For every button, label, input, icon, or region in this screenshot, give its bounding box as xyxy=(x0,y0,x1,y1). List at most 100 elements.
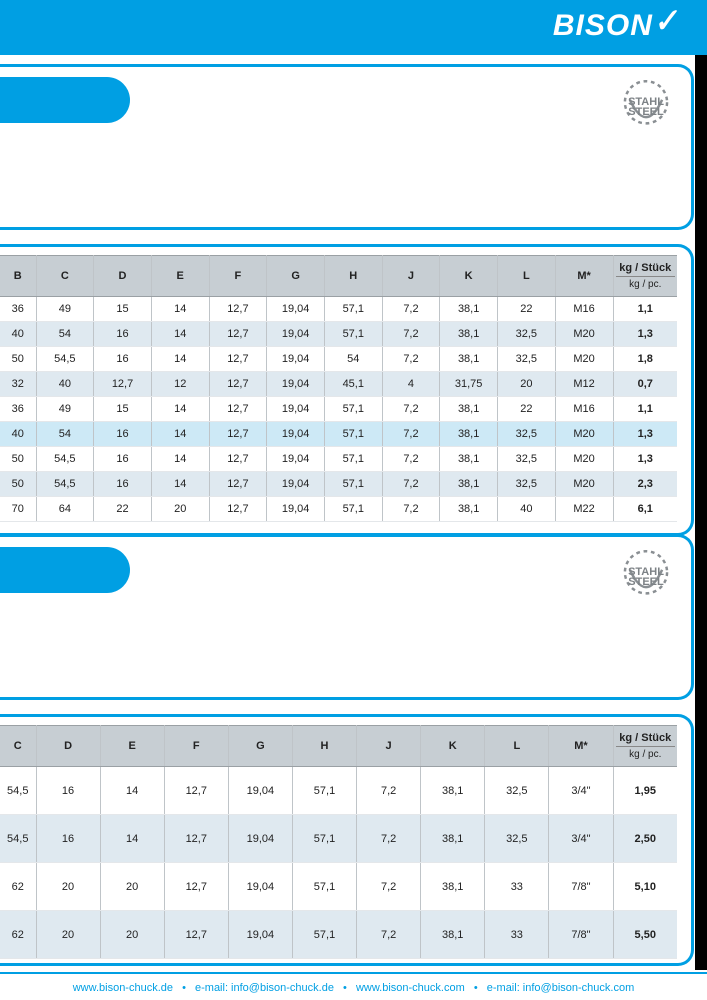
cell: 3/4" xyxy=(549,767,613,815)
cell: M20 xyxy=(555,447,613,472)
cell: 16 xyxy=(94,422,152,447)
cell: 64 xyxy=(36,497,94,522)
cell: 38,1 xyxy=(440,347,498,372)
table-row: 5054,5161412,719,04547,238,132,5M201,8 xyxy=(0,347,677,372)
cell: 7,2 xyxy=(382,322,440,347)
table-header-row: C D E F G H J K L M* kg / Stück kg / pc. xyxy=(0,726,677,767)
cell: 16 xyxy=(36,815,100,863)
cell: 54,5 xyxy=(36,347,94,372)
cell: 20 xyxy=(100,863,164,911)
badge-text-2: STAHL STEEL xyxy=(615,567,677,587)
cell: 33 xyxy=(485,911,549,959)
cell: 57,1 xyxy=(292,767,356,815)
col-H: H xyxy=(292,726,356,767)
table-body-1: 3649151412,719,0457,17,238,122M161,14054… xyxy=(0,297,677,522)
cell: 19,04 xyxy=(228,911,292,959)
cell: 40 xyxy=(498,497,556,522)
cell: 57,1 xyxy=(324,472,382,497)
cell: 14 xyxy=(100,815,164,863)
cell: 19,04 xyxy=(267,497,325,522)
footer-link[interactable]: www.bison-chuck.de xyxy=(73,982,173,994)
cell-kg: 1,8 xyxy=(613,347,677,372)
cell: 12,7 xyxy=(209,297,267,322)
cell: 54,5 xyxy=(36,447,94,472)
cell: 38,1 xyxy=(440,397,498,422)
cell: 19,04 xyxy=(267,347,325,372)
cell: M20 xyxy=(555,347,613,372)
brand-logo: BISON✓ xyxy=(553,8,679,43)
col-L: L xyxy=(498,256,556,297)
section-panel-2: STAHL STEEL xyxy=(0,534,694,700)
cell: 45,1 xyxy=(324,372,382,397)
cell: 19,04 xyxy=(228,767,292,815)
cell: 7,2 xyxy=(382,472,440,497)
cell: 12,7 xyxy=(164,863,228,911)
cell: 16 xyxy=(94,472,152,497)
footer-link[interactable]: e-mail: info@bison-chuck.de xyxy=(195,982,334,994)
cell: 14 xyxy=(100,767,164,815)
section-tab-1 xyxy=(0,77,130,123)
cell: 57,1 xyxy=(324,397,382,422)
cell: 38,1 xyxy=(440,447,498,472)
cell: 57,1 xyxy=(324,322,382,347)
cell: 12,7 xyxy=(209,447,267,472)
cell: 7,2 xyxy=(382,497,440,522)
table-body-2: 54,5161412,719,0457,17,238,132,53/4"1,95… xyxy=(0,767,677,959)
cell: 19,04 xyxy=(267,472,325,497)
footer-link[interactable]: e-mail: info@bison-chuck.com xyxy=(487,982,635,994)
cell: 62 xyxy=(0,911,36,959)
cell: 7,2 xyxy=(382,297,440,322)
badge-line2: STEEL xyxy=(615,577,677,587)
col-K: K xyxy=(421,726,485,767)
table-row: 4054161412,719,0457,17,238,132,5M201,3 xyxy=(0,422,677,447)
col-F: F xyxy=(164,726,228,767)
cell: 40 xyxy=(0,422,36,447)
cell: 19,04 xyxy=(228,863,292,911)
cell: 32 xyxy=(0,372,36,397)
cell: 57,1 xyxy=(324,297,382,322)
cell: 50 xyxy=(0,447,36,472)
table-row: 3649151412,719,0457,17,238,122M161,1 xyxy=(0,297,677,322)
cell: 20 xyxy=(36,911,100,959)
cell: 49 xyxy=(36,397,94,422)
cell: 14 xyxy=(151,397,209,422)
cell-kg: 5,50 xyxy=(613,911,677,959)
cell: 15 xyxy=(94,397,152,422)
col-M: M* xyxy=(555,256,613,297)
cell: 19,04 xyxy=(267,447,325,472)
col-G: G xyxy=(228,726,292,767)
cell: 38,1 xyxy=(440,297,498,322)
cell: 15 xyxy=(94,297,152,322)
cell: 70 xyxy=(0,497,36,522)
col-J: J xyxy=(357,726,421,767)
cell: 14 xyxy=(151,422,209,447)
cell: 7/8" xyxy=(549,863,613,911)
cell: 19,04 xyxy=(228,815,292,863)
cell: M12 xyxy=(555,372,613,397)
cell: 57,1 xyxy=(324,422,382,447)
col-kg: kg / Stück kg / pc. xyxy=(613,256,677,297)
col-F: F xyxy=(209,256,267,297)
cell: 7,2 xyxy=(382,422,440,447)
col-K: K xyxy=(440,256,498,297)
cell: 31,75 xyxy=(440,372,498,397)
steel-badge-2: STAHL STEEL xyxy=(615,545,677,607)
footer-link[interactable]: www.bison-chuck.com xyxy=(356,982,465,994)
cell-kg: 6,1 xyxy=(613,497,677,522)
cell: 32,5 xyxy=(498,447,556,472)
cell: 40 xyxy=(36,372,94,397)
cell: 54,5 xyxy=(36,472,94,497)
cell: 7,2 xyxy=(382,347,440,372)
footer: www.bison-chuck.de • e-mail: info@bison-… xyxy=(0,982,707,994)
cell: 12,7 xyxy=(209,397,267,422)
col-M: M* xyxy=(549,726,613,767)
cell: 50 xyxy=(0,347,36,372)
table-header-row: B C D E F G H J K L M* kg / Stück kg / p… xyxy=(0,256,677,297)
dot-icon: • xyxy=(343,982,347,994)
cell: 7,2 xyxy=(382,447,440,472)
cell-kg: 0,7 xyxy=(613,372,677,397)
cell: 12,7 xyxy=(209,472,267,497)
cell: M22 xyxy=(555,497,613,522)
cell: 14 xyxy=(151,297,209,322)
table-row: 324012,71212,719,0445,1431,7520M120,7 xyxy=(0,372,677,397)
